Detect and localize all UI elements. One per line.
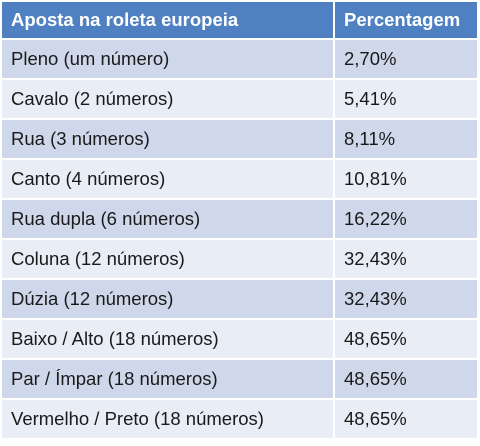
bet-cell: Pleno (um número) <box>2 39 335 80</box>
bet-cell: Baixo / Alto (18 números) <box>2 319 335 360</box>
percentage-cell: 32,43% <box>334 279 477 320</box>
bet-cell: Cavalo (2 números) <box>2 79 335 120</box>
table-row: Rua dupla (6 números) 16,22% <box>2 199 477 240</box>
bet-cell: Par / Ímpar (18 números) <box>2 359 335 400</box>
table-row: Vermelho / Preto (18 números) 48,65% <box>2 399 477 440</box>
table-row: Dúzia (12 números) 32,43% <box>2 279 477 320</box>
bet-cell: Dúzia (12 números) <box>2 279 335 320</box>
roulette-bets-table: Aposta na roleta europeia Percentagem Pl… <box>2 2 477 440</box>
table-header-row: Aposta na roleta europeia Percentagem <box>2 2 477 40</box>
percentage-cell: 8,11% <box>334 119 477 160</box>
percentage-cell: 2,70% <box>334 39 477 80</box>
percentage-cell: 5,41% <box>334 79 477 120</box>
percentage-cell: 48,65% <box>334 319 477 360</box>
percentage-cell: 16,22% <box>334 199 477 240</box>
bet-cell: Vermelho / Preto (18 números) <box>2 399 335 440</box>
bet-cell: Rua (3 números) <box>2 119 335 160</box>
table-row: Pleno (um número) 2,70% <box>2 39 477 80</box>
table-row: Par / Ímpar (18 números) 48,65% <box>2 359 477 400</box>
table-row: Canto (4 números) 10,81% <box>2 159 477 200</box>
percentage-cell: 48,65% <box>334 359 477 400</box>
percentage-cell: 10,81% <box>334 159 477 200</box>
table-row: Rua (3 números) 8,11% <box>2 119 477 160</box>
table-row: Baixo / Alto (18 números) 48,65% <box>2 319 477 360</box>
header-percentage: Percentagem <box>334 2 477 40</box>
header-bet: Aposta na roleta europeia <box>2 2 335 40</box>
table-row: Cavalo (2 números) 5,41% <box>2 79 477 120</box>
percentage-cell: 32,43% <box>334 239 477 280</box>
roulette-bets-table-container: Aposta na roleta europeia Percentagem Pl… <box>2 2 477 440</box>
bet-cell: Canto (4 números) <box>2 159 335 200</box>
bet-cell: Rua dupla (6 números) <box>2 199 335 240</box>
bet-cell: Coluna (12 números) <box>2 239 335 280</box>
percentage-cell: 48,65% <box>334 399 477 440</box>
table-row: Coluna (12 números) 32,43% <box>2 239 477 280</box>
